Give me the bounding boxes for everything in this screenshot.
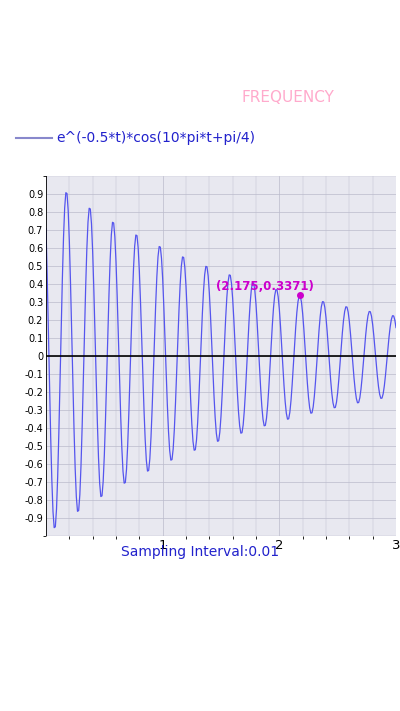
Text: y(t): y(t) xyxy=(92,46,132,65)
Text: (2.175,0.3371): (2.175,0.3371) xyxy=(216,280,314,293)
Text: ◁: ◁ xyxy=(92,658,108,677)
Text: □: □ xyxy=(291,658,309,677)
Text: e^(-0.5*t)*cos(10*pi*t+pi/4): e^(-0.5*t)*cos(10*pi*t+pi/4) xyxy=(56,132,255,145)
Text: 25%: 25% xyxy=(258,10,280,20)
Text: T: T xyxy=(94,88,106,106)
Text: Sampling Interval:0.01: Sampling Interval:0.01 xyxy=(121,545,279,559)
Text: ○: ○ xyxy=(192,658,208,677)
Text: FREQUENCY: FREQUENCY xyxy=(242,90,334,105)
Text: 06:31: 06:31 xyxy=(357,10,392,20)
